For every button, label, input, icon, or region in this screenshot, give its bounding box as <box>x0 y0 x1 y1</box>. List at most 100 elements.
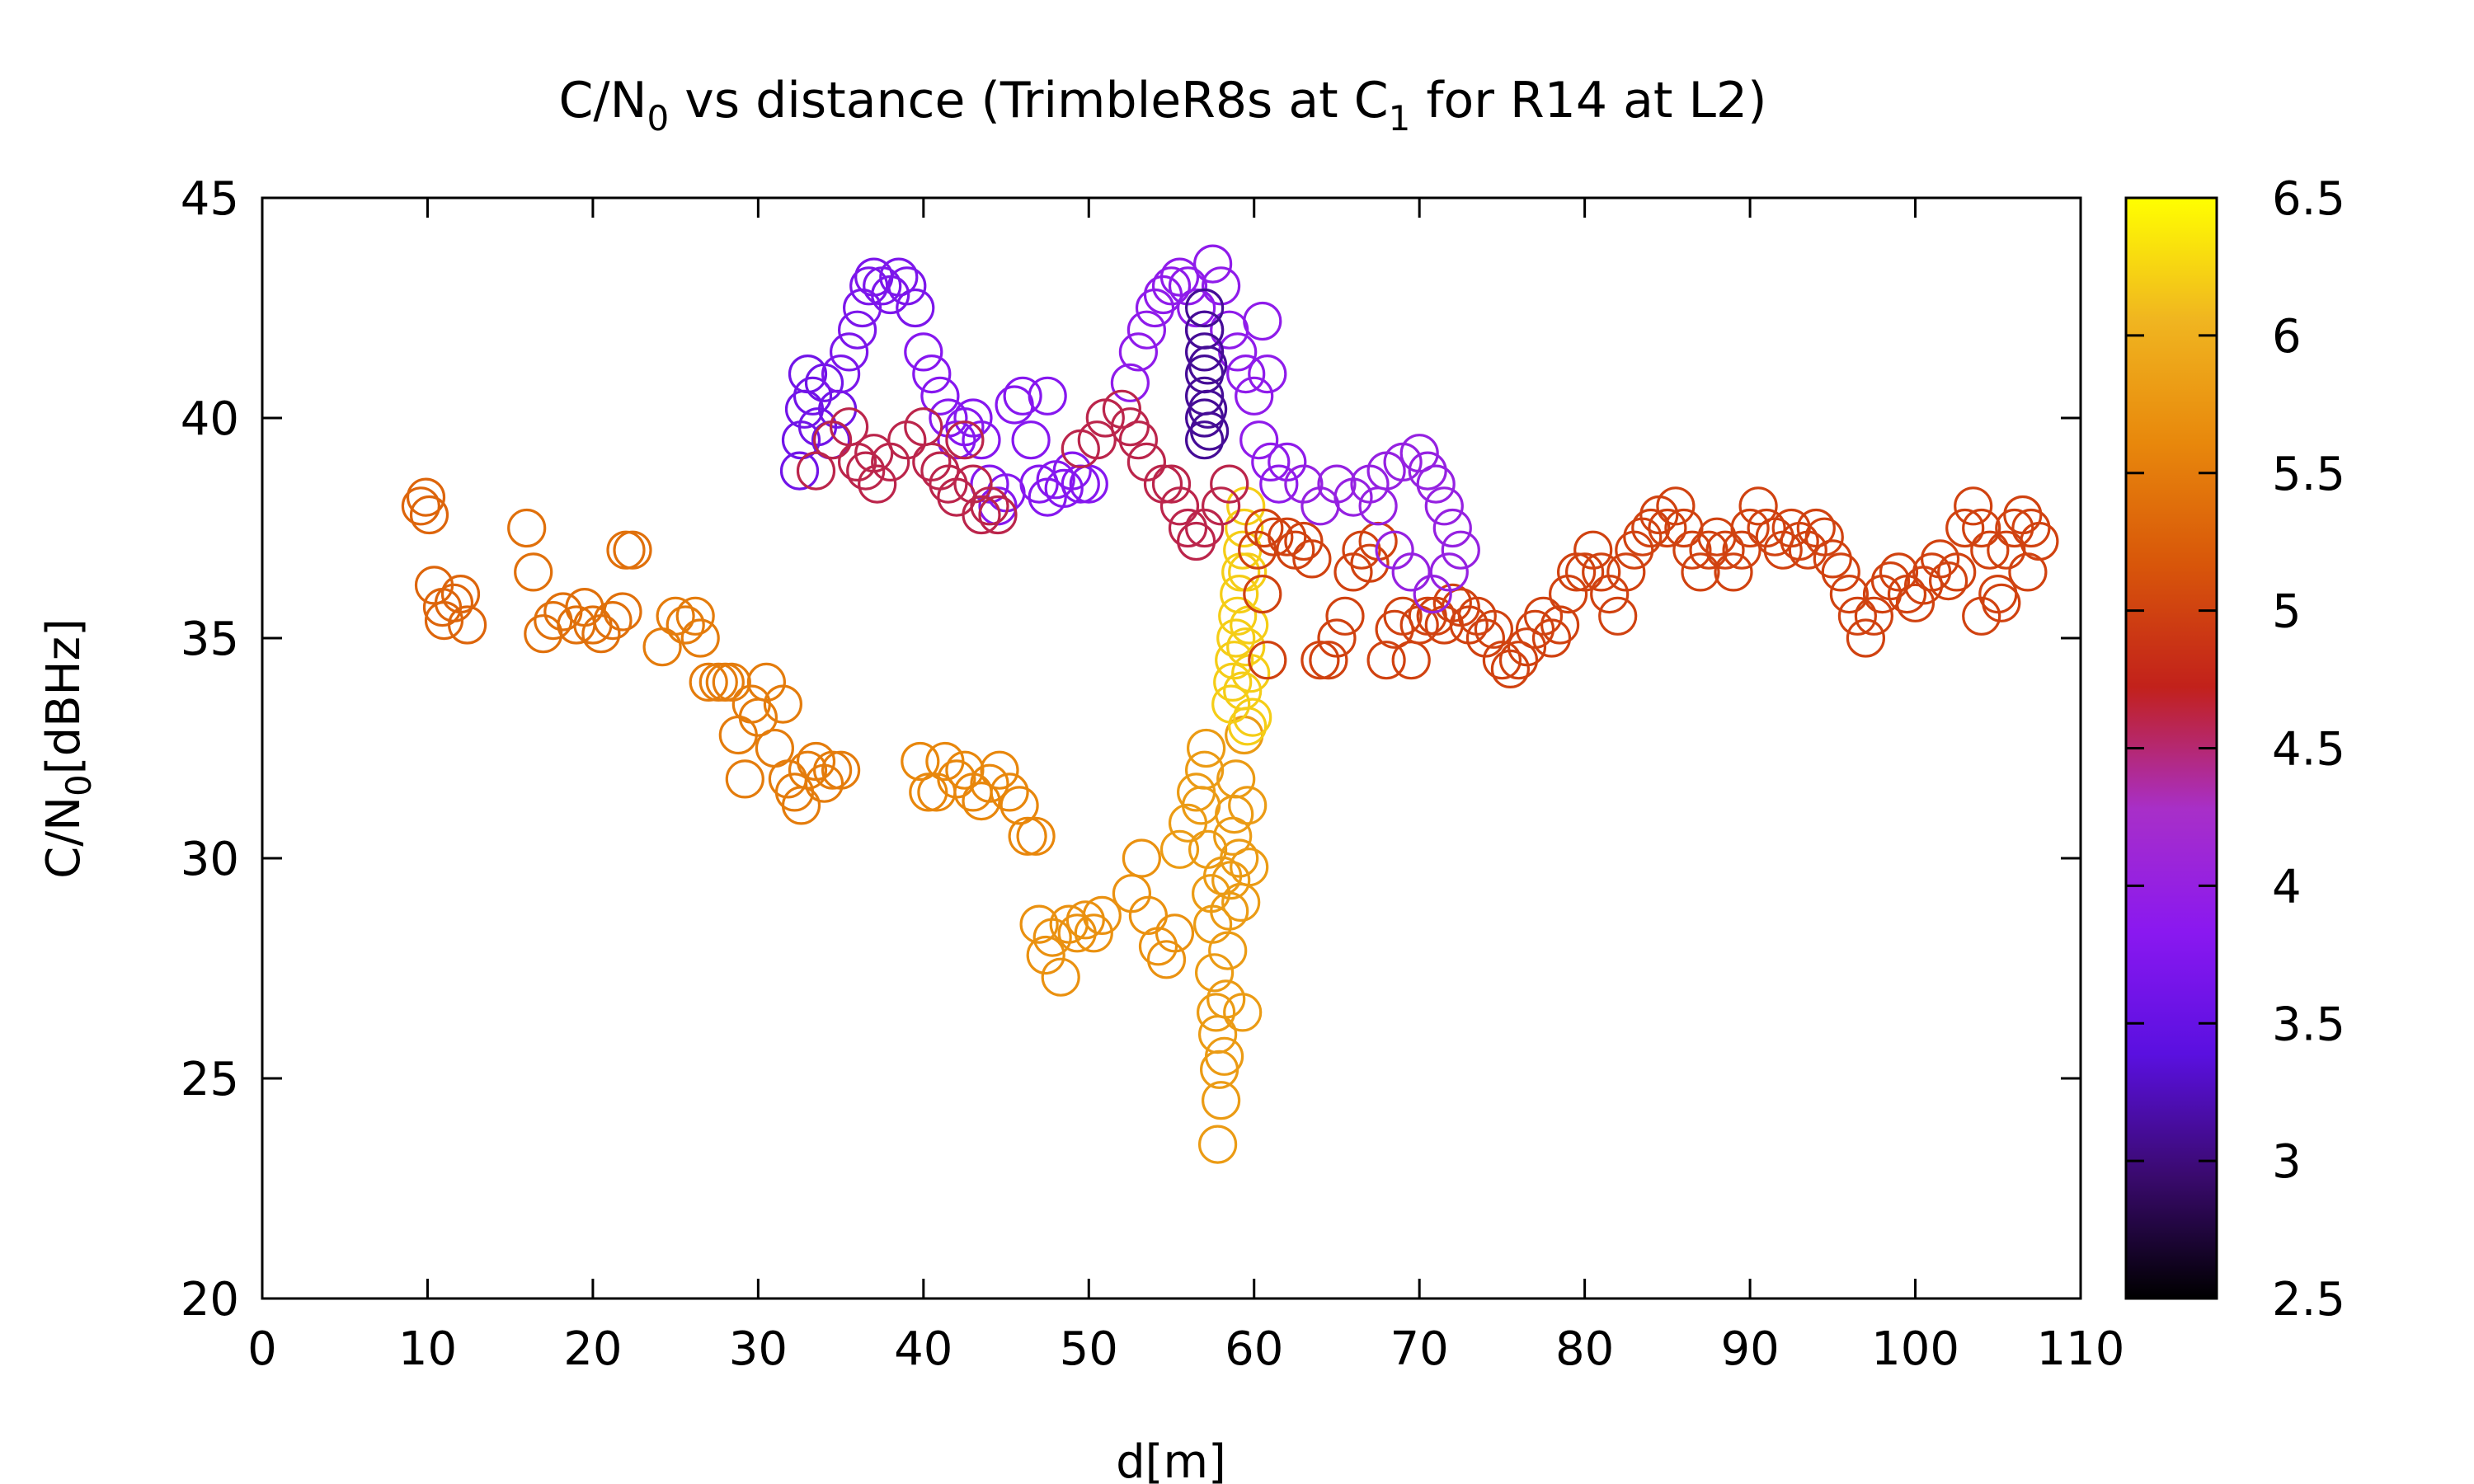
data-point <box>1159 257 1200 297</box>
data-point <box>2003 495 2043 535</box>
data-point <box>1184 288 1225 328</box>
data-point <box>1194 953 1235 993</box>
data-point <box>1672 530 1712 570</box>
data-point <box>1041 957 1080 997</box>
data-point <box>937 477 976 517</box>
data-point <box>656 596 695 636</box>
y-tick-label: 30 <box>181 833 239 886</box>
data-point <box>920 376 960 416</box>
x-tick-label: 110 <box>2037 1322 2125 1376</box>
data-point <box>603 592 642 632</box>
data-point <box>1375 530 1414 570</box>
data-point <box>1215 794 1254 834</box>
data-point <box>1895 583 1935 622</box>
data-point <box>1201 486 1241 526</box>
data-point <box>1254 517 1294 556</box>
data-point <box>1498 641 1539 680</box>
x-tick-label: 50 <box>1060 1322 1118 1376</box>
x-tick-label: 30 <box>729 1322 788 1376</box>
data-point <box>945 420 985 460</box>
data-point <box>1251 442 1291 482</box>
data-point <box>725 759 764 799</box>
data-point <box>1208 931 1248 970</box>
data-point <box>1244 508 1284 548</box>
data-point <box>1656 486 1696 526</box>
data-point <box>1126 310 1167 350</box>
colorbar-tick-label: 6 <box>2272 310 2302 364</box>
data-point <box>1065 900 1105 940</box>
data-point <box>1813 539 1852 579</box>
data-point <box>1118 332 1159 372</box>
data-point <box>1110 363 1150 402</box>
colorbar-tick-label: 3 <box>2272 1135 2302 1189</box>
data-point <box>1730 508 1770 548</box>
data-point <box>929 464 968 504</box>
data-point <box>1416 464 1456 504</box>
data-point <box>763 684 803 724</box>
data-point <box>1188 345 1228 385</box>
data-point <box>1199 1050 1239 1089</box>
data-point <box>962 420 1001 460</box>
data-point <box>912 355 952 394</box>
data-point <box>680 618 720 658</box>
data-point <box>1069 464 1108 504</box>
data-point <box>1375 609 1414 649</box>
data-point <box>953 398 993 438</box>
data-point <box>1738 486 1778 526</box>
data-point <box>1846 618 1885 658</box>
data-point <box>1929 561 1968 601</box>
data-point <box>1248 641 1287 680</box>
data-point <box>1138 927 1178 966</box>
data-point <box>879 257 919 297</box>
data-point <box>1225 508 1264 548</box>
data-point <box>593 600 633 641</box>
data-point <box>779 451 820 491</box>
data-point <box>1176 521 1216 561</box>
data-point <box>1230 848 1269 887</box>
data-point <box>1057 913 1097 953</box>
colorbar-tick-label: 5 <box>2272 585 2302 639</box>
x-axis-ticks: 0 10 20 30 40 50 60 70 80 90 100 110 <box>247 198 2124 1376</box>
data-point <box>904 332 943 372</box>
data-point <box>1011 420 1051 460</box>
data-point <box>1507 627 1547 667</box>
plot-frame <box>261 196 2082 1300</box>
data-point <box>1837 596 1877 636</box>
x-tick-label: 70 <box>1390 1322 1449 1376</box>
data-point <box>1151 464 1192 504</box>
data-point <box>1197 1125 1238 1164</box>
data-point <box>909 773 948 812</box>
data-point <box>1159 829 1200 869</box>
data-point <box>1233 697 1272 737</box>
data-point <box>1243 301 1282 341</box>
data-point <box>1218 596 1258 636</box>
chart-title: C/N0 vs distance (TrimbleR8s at C1 for R… <box>559 72 1767 139</box>
data-point <box>1192 244 1233 284</box>
data-point <box>1829 574 1869 614</box>
data-point <box>507 508 547 548</box>
data-point <box>524 614 563 654</box>
data-point <box>1159 486 1200 526</box>
data-point <box>1879 552 1919 592</box>
data-point <box>978 495 1018 535</box>
data-point <box>1631 508 1671 548</box>
data-point <box>1202 856 1243 896</box>
data-point <box>712 662 751 702</box>
data-point <box>821 750 861 790</box>
data-point <box>1197 1014 1238 1054</box>
data-point <box>1970 530 2010 570</box>
data-point <box>2008 552 2048 592</box>
data-point <box>896 288 935 328</box>
colorbar-tick-label: 4.5 <box>2272 723 2345 777</box>
data-point <box>1168 508 1208 548</box>
data-point <box>1248 355 1287 394</box>
data-point <box>1350 464 1390 504</box>
data-point <box>1408 451 1447 491</box>
data-point <box>1189 411 1230 451</box>
y-axis-title: C/N0[dBHz] <box>37 618 99 879</box>
data-point <box>1582 552 1621 592</box>
data-point <box>1366 641 1406 680</box>
data-point <box>581 614 621 654</box>
data-point <box>1196 993 1236 1032</box>
data-point <box>1870 561 1911 601</box>
